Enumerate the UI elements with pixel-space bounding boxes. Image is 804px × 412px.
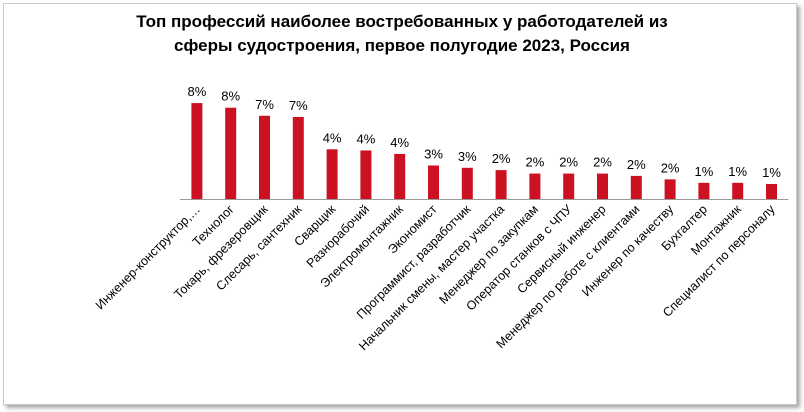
data-label: 4% [323,130,342,145]
bar [461,167,473,199]
bar [394,153,406,199]
data-label: 8% [221,89,240,104]
chart-title-line-1: Топ профессий наиболее востребованных у … [136,12,668,31]
chart-title-line-2: сферы судостроения, первое полугодие 202… [174,36,630,55]
bar [428,165,439,199]
bar [630,175,642,199]
bar [766,183,777,199]
data-label: 7% [289,98,308,113]
chart-title: Топ профессий наиболее востребованных у … [0,10,804,58]
bar [664,179,676,199]
bar [326,149,338,199]
data-label: 1% [728,164,747,179]
bar [698,182,710,199]
data-label: 3% [458,149,477,164]
bar [225,107,237,199]
bar [732,182,744,199]
data-label: 2% [492,151,511,166]
data-label: 2% [661,160,680,175]
data-label: 2% [526,155,545,170]
bar [495,170,507,199]
data-label: 8% [188,84,207,99]
data-label: 1% [695,164,714,179]
data-label: 4% [390,135,409,150]
bar [529,173,541,199]
data-label: 3% [424,146,443,161]
bar [597,173,608,199]
bar [292,116,304,199]
data-label: 2% [593,155,612,170]
data-label: 2% [627,157,646,172]
data-label: 4% [357,131,376,146]
bar [360,150,372,199]
data-label: 2% [559,155,578,170]
data-label: 1% [762,165,781,180]
chart-frame [3,3,797,405]
bar [191,103,203,199]
bar [259,115,270,199]
bar [563,173,575,199]
data-label: 7% [255,97,274,112]
